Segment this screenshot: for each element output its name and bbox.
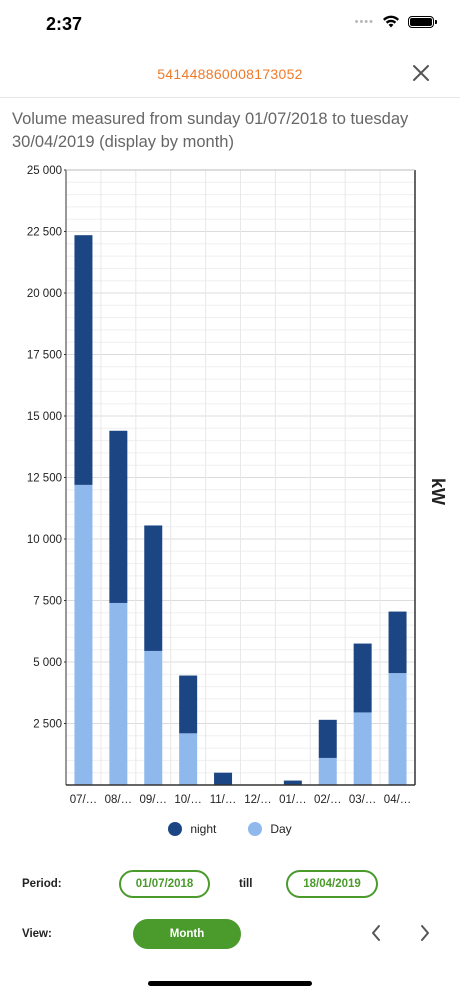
meter-id-title: 541448860008173052 (157, 66, 303, 82)
home-indicator (148, 981, 312, 986)
y-tick-label: 15 000 (27, 411, 62, 423)
x-tick-label: 04/… (384, 794, 412, 806)
bar-day (179, 733, 198, 785)
y-axis-label: kW (428, 478, 448, 505)
bar-night (144, 525, 163, 651)
bar-night (179, 675, 198, 734)
signal-icon: •••• (354, 15, 374, 28)
bars (74, 235, 407, 785)
x-tick-label: 10/… (174, 794, 202, 806)
bar-night (388, 611, 407, 674)
legend-item-day: Day (248, 822, 292, 836)
y-tick-label: 12 500 (27, 473, 62, 485)
x-tick-label: 09/… (140, 794, 168, 806)
bar-day (109, 602, 128, 785)
till-label: till (239, 878, 253, 890)
x-tick-label: 11/… (210, 794, 237, 806)
x-tick-label: 07/… (70, 794, 98, 806)
x-tick-label: 12/… (244, 794, 272, 806)
y-tick-label: 22 500 (27, 227, 62, 239)
bar-night (109, 430, 128, 603)
status-bar: 2:37 •••• (0, 0, 460, 50)
close-icon[interactable] (412, 64, 430, 82)
y-tick-label: 10 000 (27, 534, 62, 546)
y-tick-labels: 2 500 5 000 7 500 10 000 12 500 15 000 17 500 2… (27, 165, 66, 731)
chart-subtitle: Volume measured from sunday 01/07/2018 t… (12, 110, 409, 151)
bar-day (144, 650, 163, 785)
status-icons: •••• (354, 15, 437, 28)
view-month-button[interactable]: Month (133, 919, 241, 949)
bar-day (74, 484, 93, 785)
y-tick-label: 5 000 (33, 657, 62, 669)
chevron-right-icon[interactable] (418, 923, 432, 943)
chart-legend: night Day (0, 822, 460, 836)
bar-night (74, 235, 93, 485)
header-divider (0, 97, 460, 98)
x-tick-label: 01/… (279, 794, 307, 806)
wifi-icon (383, 15, 399, 28)
period-label: Period: (22, 878, 62, 890)
y-tick-label: 7 500 (33, 596, 62, 608)
end-date-button[interactable]: 18/04/2019 (286, 870, 378, 898)
bar-day (318, 757, 337, 785)
y-tick-label: 17 500 (27, 350, 62, 362)
view-label: View: (22, 928, 52, 940)
legend-label-day: Day (270, 822, 292, 836)
bar-day (353, 712, 372, 785)
bar-night (214, 772, 233, 785)
volume-bar-chart: 2 500 5 000 7 500 10 000 12 500 15 000 17 500 2… (27, 165, 448, 806)
night-swatch (168, 822, 183, 836)
legend-label-night: night (190, 822, 217, 836)
x-tick-label: 02/… (314, 794, 342, 806)
x-tick-label: 08/… (105, 794, 133, 806)
start-date-button[interactable]: 01/07/2018 (119, 870, 210, 898)
y-tick-label: 20 000 (27, 288, 62, 300)
legend-item-night: night (168, 822, 216, 836)
status-time: 2:37 (46, 14, 83, 34)
bar-day (388, 673, 407, 785)
bar-night (283, 780, 302, 785)
chevron-left-icon[interactable] (369, 923, 383, 943)
y-tick-label: 25 000 (27, 165, 62, 177)
y-tick-label: 2 500 (33, 719, 62, 731)
bar-night (353, 643, 372, 713)
x-tick-label: 03/… (349, 794, 377, 806)
battery-icon (408, 15, 437, 28)
bar-night (318, 719, 337, 758)
day-swatch (248, 822, 263, 836)
x-tick-labels: 07/… 08/… 09/… 10/… 11/… 12/… 01/… 02/… 03/… 04/… (70, 794, 412, 806)
